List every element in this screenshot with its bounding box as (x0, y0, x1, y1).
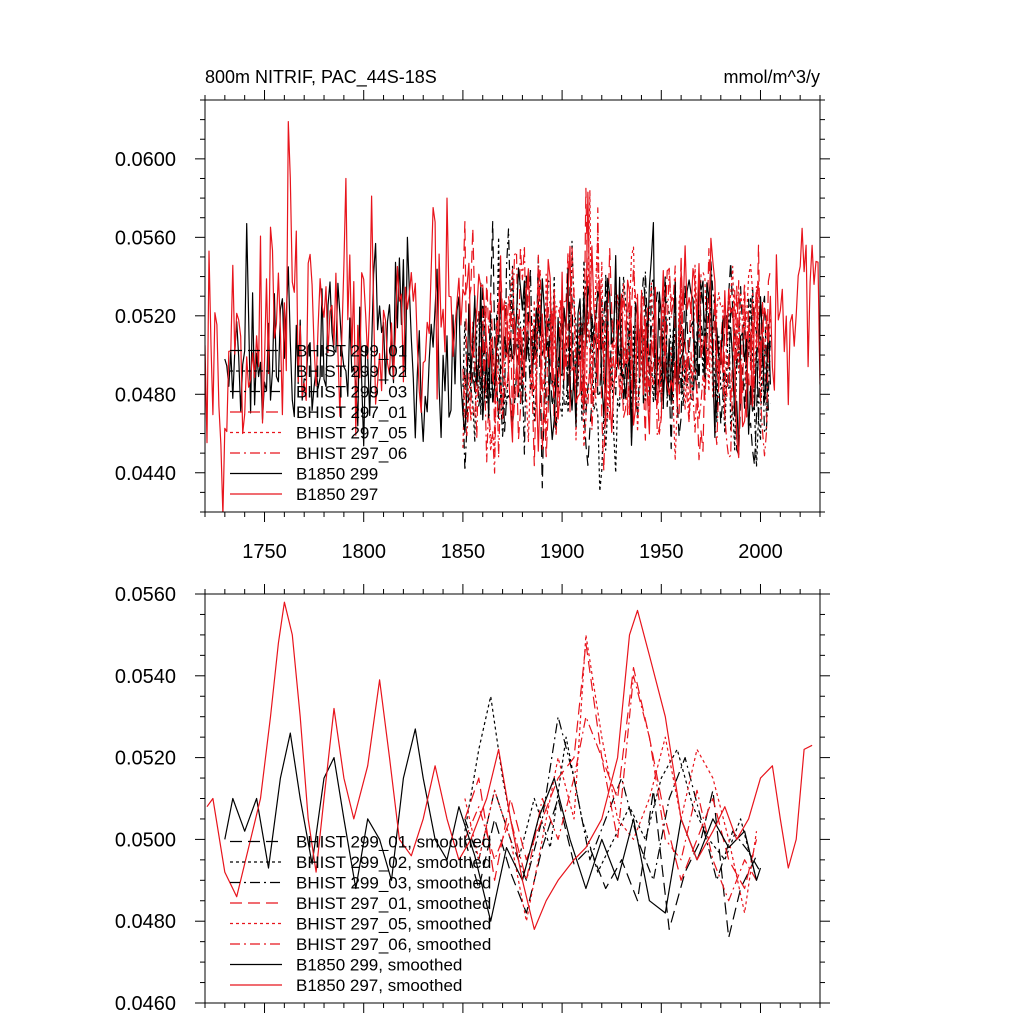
series-line (206, 601, 813, 930)
series-line (464, 675, 758, 902)
y-tick-label: 0.0520 (115, 306, 176, 328)
y-tick-label: 0.0560 (115, 584, 176, 606)
y-tick-label: 0.0500 (115, 829, 176, 851)
y-tick-label: 0.0460 (115, 993, 176, 1015)
legend-label: BHIST 297_06, smoothed (296, 935, 491, 954)
legend-label: B1850 297, smoothed (296, 976, 462, 995)
x-tick-label: 1850 (441, 541, 486, 563)
y-tick-label: 0.0480 (115, 911, 176, 933)
figure-title: 800m NITRIF, PAC_44S-18S (205, 67, 437, 88)
x-tick-label: 2000 (738, 541, 783, 563)
series-line (464, 634, 758, 922)
legend-label: BHIST 299_01, smoothed (296, 833, 491, 852)
legend-label: BHIST 299_02, smoothed (296, 853, 491, 872)
legend-label: B1850 297 (296, 485, 378, 504)
x-tick-label: 1750 (242, 541, 287, 563)
plot-frame (204, 99, 821, 513)
legend-label: BHIST 299_01 (296, 342, 407, 361)
legend-label: BHIST 299_03 (296, 383, 407, 402)
legend-label: BHIST 297_06 (296, 444, 407, 463)
series-line (464, 716, 762, 881)
top-panel: 1750 1800 1850 1900 1950 2000 0.0440 0.0480 0.05… (115, 90, 830, 563)
legend-label: BHIST 297_01, smoothed (296, 894, 491, 913)
bottom-panel: 0.0460 0.0480 0.0500 0.0520 0.0540 0.0560 BHIS… (115, 584, 830, 1015)
x-tick-label: 1950 (639, 541, 684, 563)
legend-label: BHIST 297_05 (296, 424, 407, 443)
y-tick-label: 0.0600 (115, 149, 176, 171)
y-tick-label: 0.0520 (115, 748, 176, 770)
legend-label: B1850 299 (296, 465, 378, 484)
series-line (462, 228, 771, 472)
y-tick-label: 0.0440 (115, 463, 176, 485)
series-line (464, 789, 758, 939)
y-tick-label: 0.0560 (115, 227, 176, 249)
legend-label: BHIST 299_02 (296, 362, 407, 381)
x-tick-label: 1900 (540, 541, 585, 563)
y-tick-label: 0.0540 (115, 666, 176, 688)
legend-label: BHIST 299_03, smoothed (296, 874, 491, 893)
units-label: mmol/m^3/y (724, 67, 820, 87)
legend-label: B1850 299, smoothed (296, 956, 462, 975)
series-line (205, 121, 820, 512)
legend-label: BHIST 297_01 (296, 403, 407, 422)
x-tick-label: 1800 (341, 541, 386, 563)
series-line (224, 728, 762, 922)
legend-label: BHIST 297_05, smoothed (296, 915, 491, 934)
y-tick-label: 0.0480 (115, 384, 176, 406)
series-line (464, 695, 758, 881)
